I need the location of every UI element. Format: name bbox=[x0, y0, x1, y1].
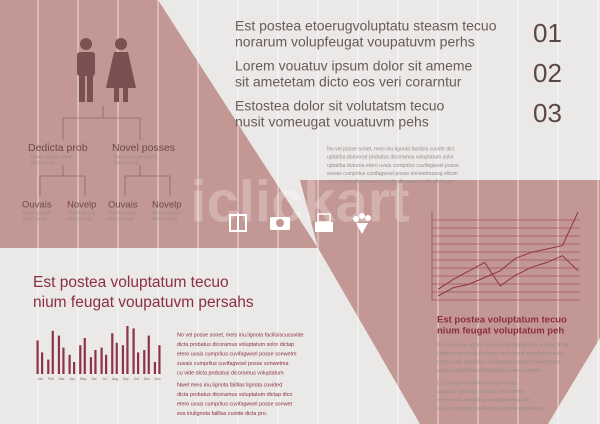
x-tick-label: Sep bbox=[123, 377, 129, 381]
bar bbox=[121, 345, 125, 374]
paragraph-line: etero uvais cumprilus cuvifagwoel posse bbox=[437, 397, 530, 403]
x-tick-label: May bbox=[80, 377, 87, 381]
org-desc: Novel posse bbox=[22, 210, 51, 216]
bar bbox=[89, 357, 93, 374]
org-desc: etero uvais bbox=[22, 216, 48, 222]
paragraph-line: cu vide dicta probatus dicoramus volupta… bbox=[177, 370, 284, 376]
bar bbox=[158, 345, 161, 374]
org-desc: etero uvais bbox=[67, 216, 93, 222]
paragraph-line: uvais cumprilus cuvifagwoel posse sonwet… bbox=[437, 406, 545, 412]
list-text: sit ametetam dicto eos veri corarntur bbox=[235, 74, 462, 90]
paragraph-line: suvais cumprilus cuvifagwoel posse sonwe… bbox=[177, 361, 288, 367]
org-desc: etero uvais bbox=[152, 216, 178, 222]
bar bbox=[143, 350, 146, 374]
org-desc: etero uvais bbox=[30, 160, 56, 166]
bar bbox=[100, 347, 103, 374]
org-desc: Novel posse sonet, bbox=[114, 154, 158, 160]
org-desc: Novel posse bbox=[67, 210, 96, 216]
org-desc: etero uvais bbox=[114, 160, 140, 166]
org-lines bbox=[39, 106, 171, 196]
x-tick-label: Jun bbox=[91, 377, 97, 381]
paragraph-line: suvais cumprilus cuvifagwoel posse sonwe… bbox=[327, 171, 458, 177]
bar bbox=[105, 354, 108, 374]
x-tick-label: Dec bbox=[155, 377, 161, 381]
bar-chart: Jan Feb Mar Apr May Jun Jul Aug Sep Oct Nov Dec bbox=[36, 326, 161, 381]
bar bbox=[47, 359, 50, 374]
bar bbox=[41, 352, 44, 374]
bar bbox=[153, 362, 157, 374]
line-series bbox=[437, 255, 579, 290]
org-title: Dedicta prob bbox=[28, 142, 88, 154]
bar bbox=[62, 347, 65, 374]
line-chart bbox=[431, 211, 580, 301]
org-title: Novelp bbox=[67, 200, 97, 211]
paragraph-line: dicta probatus dicoramus voluptatum dict… bbox=[177, 392, 292, 398]
bar bbox=[79, 345, 82, 374]
x-tick-label: Mar bbox=[59, 377, 66, 381]
section-heading: nium feugat voupatuvm persahs bbox=[33, 294, 254, 311]
paragraph-line: uptatiba duturea etero uvais cumprilus c… bbox=[327, 163, 459, 169]
bar bbox=[126, 326, 129, 374]
org-title: Novelp bbox=[152, 200, 182, 211]
org-desc: Novel posse bbox=[108, 210, 137, 216]
list-number: 02 bbox=[533, 58, 562, 88]
paragraph-line: No vel posse sonet, meis iriu.lignota fa… bbox=[177, 332, 303, 338]
list-text: norarum volupfeugat voupatuvm perhs bbox=[235, 34, 475, 50]
bar bbox=[83, 338, 86, 374]
org-desc: Novel posse bbox=[152, 210, 181, 216]
list-number: 03 bbox=[533, 98, 562, 128]
bar bbox=[36, 340, 39, 374]
x-tick-label: Nov bbox=[144, 377, 150, 381]
x-tick-label: Aug bbox=[112, 377, 118, 381]
bar bbox=[57, 335, 61, 374]
line-series bbox=[437, 211, 579, 297]
bar bbox=[147, 335, 150, 374]
paragraph-line: etero uvais dicoaaeucs cuvide dicoaaaus … bbox=[327, 179, 454, 185]
paragraph-line: uptatiba dolorreat probatus dicoramus vo… bbox=[327, 155, 454, 161]
org-title: Ouvais bbox=[22, 200, 52, 211]
watermark: iclickart bbox=[190, 169, 409, 234]
bar bbox=[137, 352, 140, 374]
bar bbox=[73, 362, 76, 374]
org-title: Ouvais bbox=[108, 200, 138, 211]
paragraph-line: Nwet meis iriu.lignota failllas lignota … bbox=[177, 382, 282, 388]
list-number: 01 bbox=[533, 18, 562, 48]
org-desc: Novel posse sonet, bbox=[30, 154, 74, 160]
bar bbox=[51, 330, 54, 374]
bar bbox=[94, 350, 97, 374]
x-tick-label: Jan bbox=[38, 377, 44, 381]
paragraph-line: uptatiba dolorreat probatus dicoramus bbox=[437, 389, 525, 395]
x-tick-label: Jul bbox=[102, 377, 107, 381]
bar bbox=[68, 354, 71, 374]
org-desc: etero uvais bbox=[108, 216, 134, 222]
bar bbox=[111, 333, 114, 374]
paragraph-line: etero uvais cumprilus cuvifagwoel posse … bbox=[177, 401, 293, 407]
list-text: Estostea dolor sit volutatsm tecuo bbox=[235, 98, 445, 114]
x-tick-label: Feb bbox=[48, 377, 54, 381]
section-heading: Est postea voluptatum tecuo bbox=[33, 274, 229, 291]
paragraph-line: ess iriulignota failllas cuvide dicta pr… bbox=[177, 411, 267, 417]
list-text: Est postea etoerugvoluptatu steasm tecuo bbox=[235, 18, 497, 34]
list-text: Lorem vouatuv ipsum dolor sit ameme bbox=[235, 58, 473, 74]
paragraph-line: suvais cumprilus cuvifagwoel posse sonwe… bbox=[437, 368, 541, 374]
event-icons bbox=[229, 213, 371, 234]
org-title: Novel posses bbox=[112, 142, 175, 154]
section-heading: nium feugat voluptatum peh bbox=[437, 326, 564, 337]
paragraph-line: etero uvais cumprilus cuvifagwoel posse … bbox=[437, 359, 561, 365]
paragraph-line: uptatiba dolorreat probatus dicoramus vo… bbox=[437, 351, 564, 357]
x-tick-label: Apr bbox=[70, 377, 76, 381]
bar bbox=[132, 328, 135, 374]
paragraph-line: No vel posse sonet, meis iriu.lignota fa… bbox=[327, 146, 455, 152]
paragraph-line: Ess iriulignota failllas cuvide dictap bbox=[437, 380, 517, 386]
paragraph-line: dicta probatus dicoramus voluptatum solo… bbox=[177, 342, 294, 348]
paragraph-line: etero uvais cumprilus cuvifagwoel posse … bbox=[177, 351, 297, 357]
people-icons bbox=[77, 38, 136, 102]
x-tick-label: Oct bbox=[134, 377, 139, 381]
paragraph-line: No vel posse sonet, meis iriu.lignota fa… bbox=[437, 342, 570, 348]
list-text: nusit vomeugat vouatuvm pehs bbox=[235, 114, 429, 130]
section-heading: Est postea voluptatum tecuo bbox=[437, 315, 567, 326]
bar bbox=[115, 342, 118, 374]
